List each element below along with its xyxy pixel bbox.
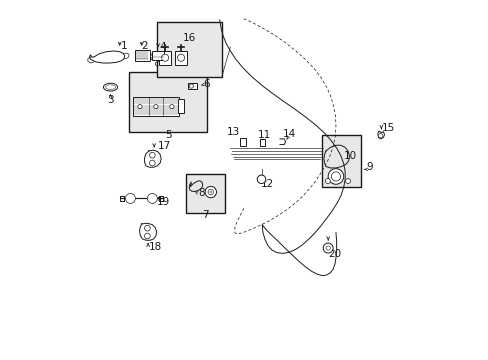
Circle shape	[177, 54, 184, 61]
Circle shape	[125, 193, 135, 203]
Text: 3: 3	[107, 95, 114, 105]
Text: 14: 14	[283, 129, 296, 139]
Circle shape	[149, 152, 155, 158]
Text: 19: 19	[157, 197, 170, 207]
Text: 5: 5	[164, 130, 171, 140]
Circle shape	[207, 189, 213, 195]
Text: 13: 13	[227, 127, 240, 137]
Circle shape	[331, 172, 340, 181]
Bar	[152, 51, 163, 60]
Bar	[239, 138, 245, 145]
Circle shape	[205, 186, 216, 198]
Circle shape	[169, 104, 174, 109]
Bar	[188, 83, 197, 89]
Bar	[133, 97, 179, 116]
Text: 12: 12	[261, 179, 274, 189]
Circle shape	[327, 168, 343, 184]
Circle shape	[378, 134, 382, 138]
Circle shape	[257, 175, 265, 184]
Circle shape	[149, 160, 155, 166]
Text: 8: 8	[198, 189, 205, 198]
Bar	[178, 99, 184, 113]
Ellipse shape	[105, 85, 115, 89]
Text: 4: 4	[159, 42, 165, 53]
FancyBboxPatch shape	[135, 50, 149, 61]
Text: 1: 1	[121, 41, 127, 51]
Circle shape	[323, 243, 332, 253]
Text: 10: 10	[344, 151, 357, 161]
Circle shape	[138, 104, 142, 109]
Circle shape	[161, 54, 168, 61]
Circle shape	[147, 193, 157, 203]
Bar	[185, 174, 224, 213]
Text: 2: 2	[141, 41, 147, 51]
Bar	[156, 22, 222, 77]
Circle shape	[345, 179, 350, 184]
Text: 17: 17	[158, 141, 171, 151]
Circle shape	[325, 179, 329, 184]
Text: 6: 6	[203, 79, 209, 89]
Circle shape	[144, 233, 150, 239]
Text: 9: 9	[365, 162, 372, 171]
Text: 7: 7	[202, 210, 208, 220]
Bar	[259, 139, 264, 145]
Text: 15: 15	[381, 122, 394, 132]
Ellipse shape	[103, 83, 118, 91]
Text: 18: 18	[148, 242, 162, 252]
Circle shape	[325, 246, 329, 250]
Text: 11: 11	[257, 130, 270, 140]
Circle shape	[189, 84, 193, 88]
Bar	[159, 51, 170, 65]
Circle shape	[153, 104, 158, 109]
Circle shape	[144, 225, 150, 231]
Bar	[322, 135, 360, 187]
Bar	[129, 72, 207, 132]
Bar	[175, 51, 186, 65]
Text: 20: 20	[328, 249, 341, 259]
Text: 16: 16	[182, 33, 195, 43]
